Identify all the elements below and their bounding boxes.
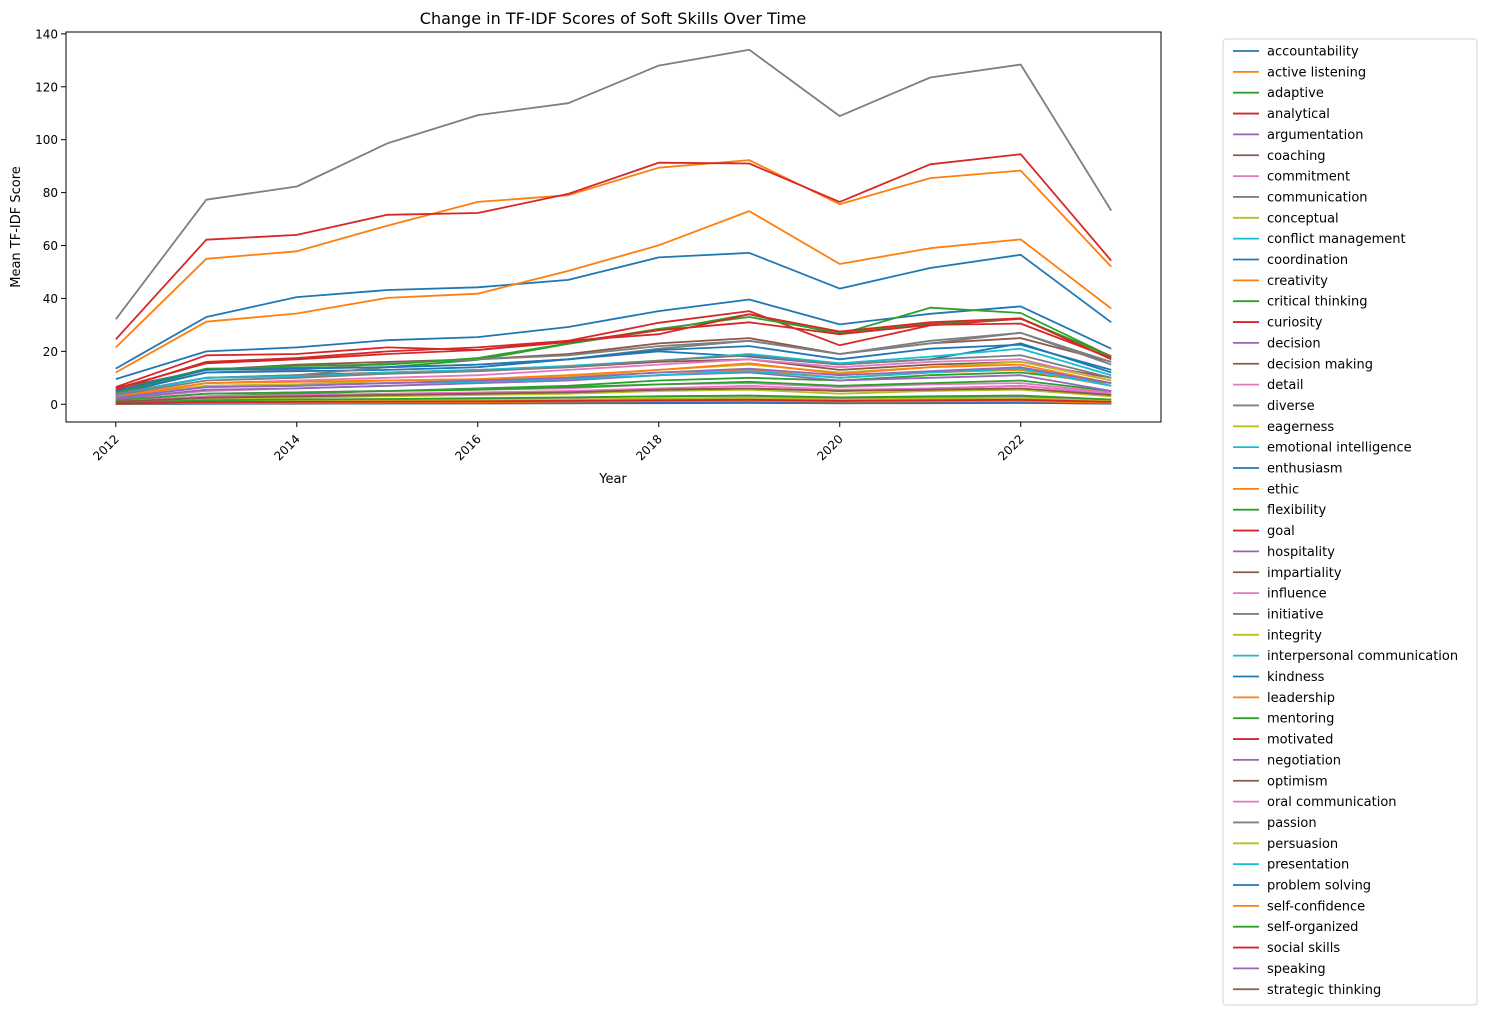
y-tick-label: 140: [35, 27, 58, 41]
legend-label: ethic: [1267, 482, 1299, 497]
series-line-self-organized: [115, 394, 1112, 404]
series-line-creativity: [115, 210, 1112, 374]
legend-label: speaking: [1267, 962, 1326, 977]
legend-box: [1222, 38, 1478, 1006]
legend-label: motivated: [1267, 733, 1333, 748]
legend-label: persuasion: [1267, 837, 1338, 852]
series-line-social-skills: [115, 398, 1112, 405]
series-line-detail: [115, 358, 1112, 398]
series-line-mentoring: [115, 379, 1112, 402]
legend-items: accountability active listening adaptive an…: [1233, 45, 1458, 998]
y-tick-label: 0: [50, 398, 58, 412]
y-tick-label: 20: [43, 345, 58, 359]
y-axis: 0 20 40 60 80 100 120 140: [35, 27, 66, 412]
series-line-diverse: [115, 331, 1112, 394]
legend-label: hospitality: [1267, 545, 1335, 560]
legend-label: optimism: [1267, 774, 1328, 789]
legend-label: adaptive: [1267, 86, 1324, 101]
legend-label: problem solving: [1267, 879, 1371, 894]
legend-label: creativity: [1267, 274, 1328, 289]
y-tick-label: 40: [43, 292, 58, 306]
series-line-motivated: [115, 321, 1112, 390]
y-axis-label: Mean TF-IDF Score: [9, 166, 24, 288]
series-line-coordination: [115, 298, 1112, 380]
legend-label: commitment: [1267, 170, 1350, 185]
legend-label: presentation: [1267, 858, 1349, 873]
legend-label: eagerness: [1267, 420, 1334, 435]
legend-label: flexibility: [1267, 503, 1326, 518]
plot-area: [65, 31, 1162, 423]
legend-label: conflict management: [1267, 232, 1406, 247]
series-line-speaking: [115, 366, 1112, 399]
legend-label: initiative: [1267, 607, 1324, 622]
legend-label: self-organized: [1267, 920, 1358, 935]
series-line-goal: [115, 313, 1112, 388]
x-axis-label: Year: [598, 472, 627, 487]
legend-label: argumentation: [1267, 128, 1363, 143]
y-tick-label: 100: [35, 133, 58, 147]
legend-label: critical thinking: [1267, 295, 1368, 310]
legend-label: passion: [1267, 816, 1317, 831]
legend: accountability active listening adaptive an…: [1222, 38, 1478, 1006]
legend-label: communication: [1267, 190, 1368, 205]
series-line-communication: [115, 48, 1112, 320]
series-line-adaptive: [115, 371, 1112, 403]
legend-label: integrity: [1267, 628, 1322, 643]
legend-label: decision making: [1267, 357, 1373, 372]
series-line-oral-communication: [115, 384, 1112, 403]
legend-label: coordination: [1267, 253, 1348, 268]
legend-label: oral communication: [1267, 795, 1397, 810]
y-tick-label: 120: [35, 80, 58, 94]
legend-label: active listening: [1267, 65, 1366, 80]
legend-label: emotional intelligence: [1267, 441, 1412, 456]
series-lines: [115, 48, 1112, 405]
plot-border: [65, 31, 1162, 423]
chart-title: Change in TF-IDF Scores of Soft Skills O…: [420, 9, 806, 28]
y-tick-label: 60: [43, 239, 58, 253]
legend-label: influence: [1267, 587, 1327, 602]
legend-label: coaching: [1267, 149, 1326, 164]
legend-label: decision: [1267, 336, 1321, 351]
series-line-strategic-thinking: [115, 387, 1112, 403]
legend-label: impartiality: [1267, 566, 1342, 581]
legend-label: curiosity: [1267, 316, 1323, 331]
legend-label: enthusiasm: [1267, 462, 1343, 477]
legend-label: strategic thinking: [1267, 983, 1381, 998]
legend-label: self-confidence: [1267, 899, 1365, 914]
series-line-analytical: [115, 153, 1112, 341]
legend-label: interpersonal communication: [1267, 649, 1458, 664]
legend-label: conceptual: [1267, 211, 1339, 226]
series-line-passion: [115, 354, 1112, 396]
legend-label: kindness: [1267, 670, 1325, 685]
legend-label: analytical: [1267, 107, 1330, 122]
legend-label: detail: [1267, 378, 1304, 393]
legend-label: goal: [1267, 524, 1295, 539]
legend-label: social skills: [1267, 941, 1340, 956]
legend-label: mentoring: [1267, 712, 1334, 727]
legend-label: negotiation: [1267, 753, 1341, 768]
legend-label: diverse: [1267, 399, 1315, 414]
legend-label: leadership: [1267, 691, 1335, 706]
series-line-problem-solving: [115, 343, 1112, 392]
series-line-leadership: [115, 362, 1112, 398]
series-line-conceptual: [115, 388, 1112, 403]
series-line-active-listening: [115, 159, 1112, 349]
legend-label: accountability: [1267, 45, 1359, 60]
series-line-accountability: [115, 251, 1112, 370]
y-tick-label: 80: [43, 186, 58, 200]
